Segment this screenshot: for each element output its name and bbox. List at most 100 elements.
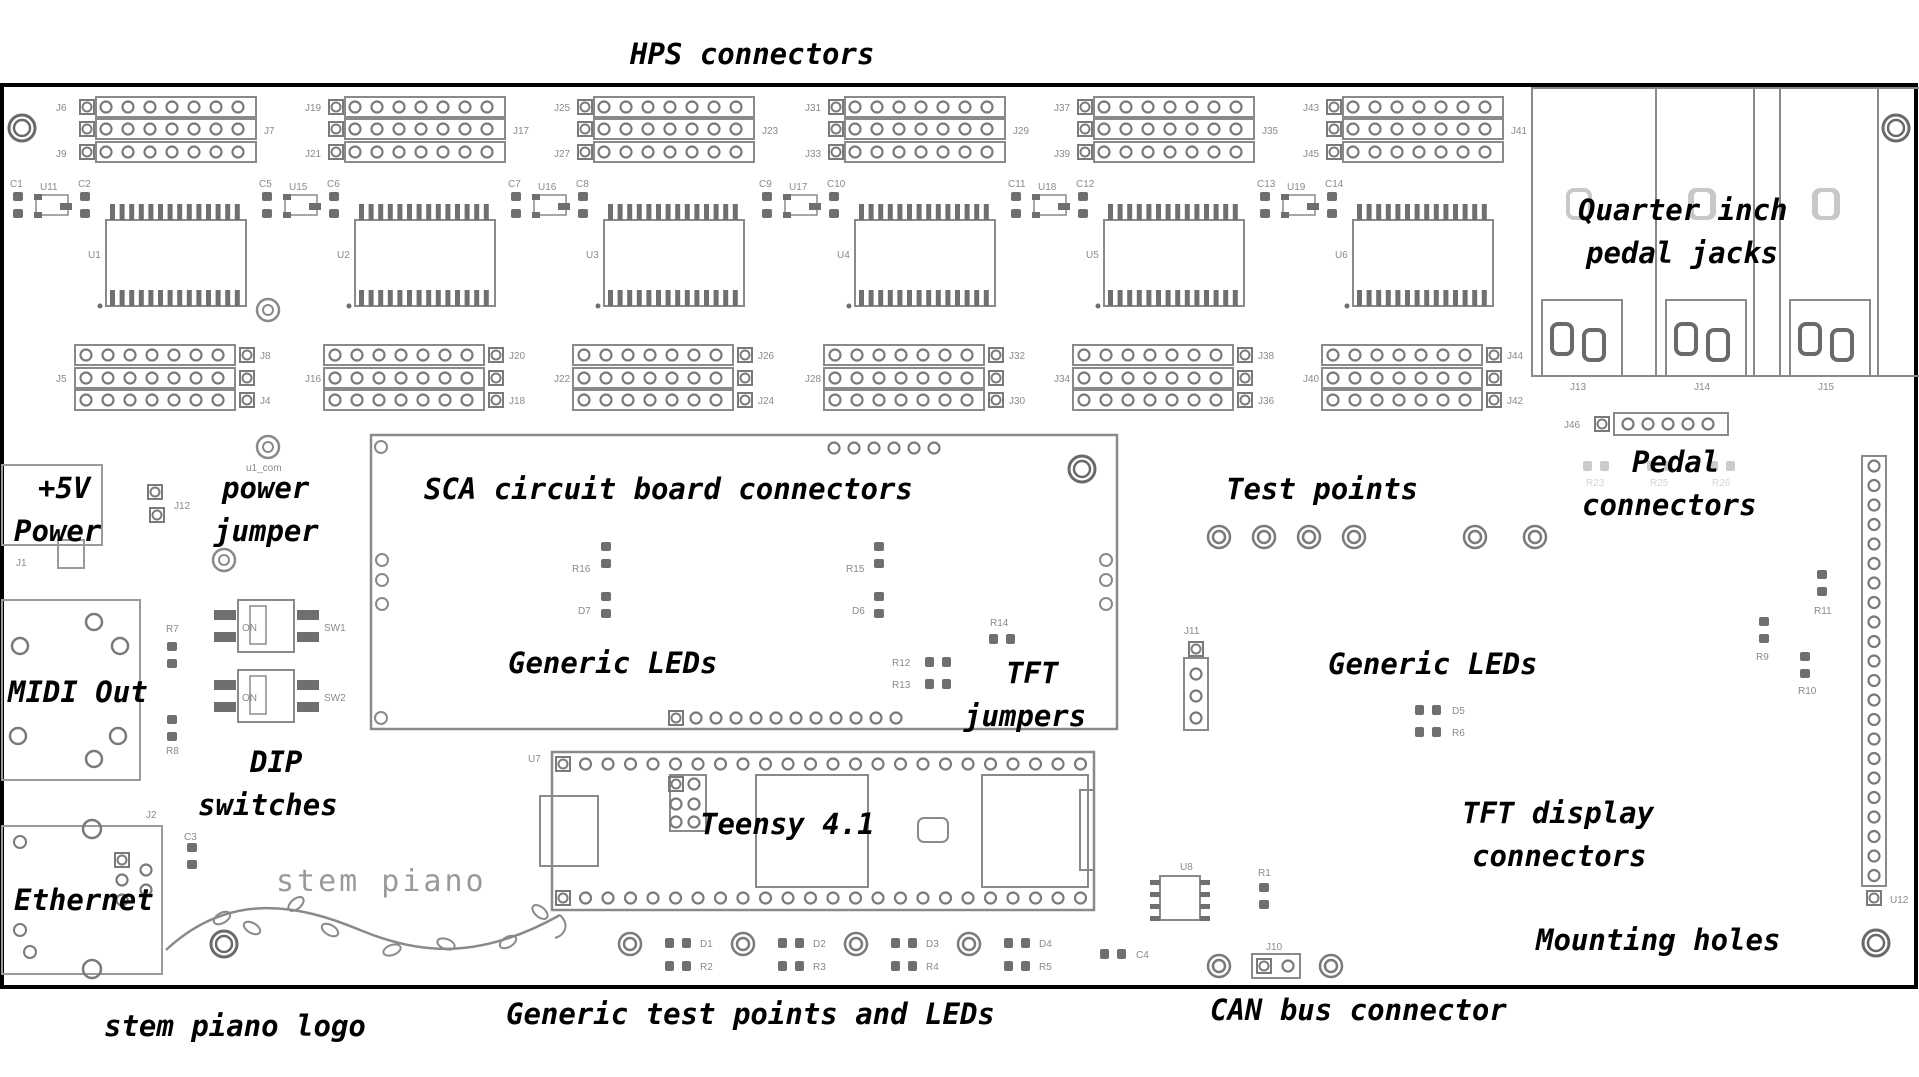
pad bbox=[394, 348, 408, 362]
capacitor-ref: C1 bbox=[10, 179, 23, 190]
pad bbox=[729, 145, 743, 159]
teensy-pad bbox=[1073, 757, 1088, 771]
square-pad bbox=[239, 370, 255, 386]
tft-jumper-header: J11 bbox=[1183, 626, 1209, 731]
pad bbox=[414, 145, 428, 159]
pad bbox=[892, 100, 906, 114]
teensy-pad bbox=[1073, 891, 1088, 905]
pad bbox=[1478, 100, 1492, 114]
pad bbox=[685, 122, 699, 136]
pad bbox=[370, 100, 384, 114]
header-ref-bottom: J33 bbox=[805, 149, 822, 160]
j46-ref: J46 bbox=[1564, 420, 1581, 431]
pad bbox=[1187, 371, 1201, 385]
pad bbox=[167, 348, 181, 362]
header-ref-left: J6 bbox=[56, 103, 67, 114]
pad bbox=[145, 348, 159, 362]
tft-pad bbox=[1867, 829, 1881, 844]
j1-ref: J1 bbox=[16, 558, 27, 569]
pad bbox=[1143, 348, 1157, 362]
tft-pad bbox=[1867, 517, 1881, 532]
capacitor-ref: C2 bbox=[78, 179, 91, 190]
pad bbox=[101, 371, 115, 385]
hps-connectors-label: HPS connectors bbox=[629, 37, 874, 71]
pad bbox=[1414, 371, 1428, 385]
square-pad bbox=[1486, 347, 1502, 363]
pad bbox=[709, 348, 723, 362]
pad bbox=[121, 145, 135, 159]
pad bbox=[372, 348, 386, 362]
tft-pad bbox=[1867, 810, 1881, 824]
power-jack: J1 bbox=[1, 464, 103, 569]
pad bbox=[619, 100, 633, 114]
tft-display-label-1: TFT display bbox=[1462, 796, 1655, 830]
sca-square-pad bbox=[668, 710, 684, 726]
pad bbox=[460, 371, 474, 385]
pad bbox=[892, 122, 906, 136]
pad bbox=[1390, 100, 1404, 114]
header-ref-right: J17 bbox=[513, 126, 530, 137]
chip-ref: U5 bbox=[1086, 250, 1099, 261]
r6-ref: R6 bbox=[1452, 728, 1465, 739]
pad bbox=[641, 145, 655, 159]
teensy-pad bbox=[713, 757, 728, 771]
pad bbox=[1099, 393, 1113, 407]
bottom-hps-header: J8 J5 J4 bbox=[56, 344, 271, 411]
u8-ref: U8 bbox=[1180, 862, 1193, 873]
logo-text: stem piano bbox=[276, 864, 487, 899]
square-pad bbox=[737, 370, 753, 386]
tft-pad bbox=[1867, 537, 1881, 551]
pad bbox=[1187, 393, 1201, 407]
square-pad bbox=[239, 392, 255, 408]
regulator-group: C1 U11 C2 C5 U15 C6 C7 U16 C8 C9 U17 C10 C11 U18 C12 C1… bbox=[10, 179, 1344, 218]
pad bbox=[1456, 145, 1470, 159]
teensy-pad bbox=[1051, 891, 1065, 905]
capacitor bbox=[1078, 192, 1088, 218]
capacitor-ref: C14 bbox=[1325, 179, 1344, 190]
midi-out-label: MIDI Out bbox=[7, 675, 148, 709]
teensy-pad bbox=[938, 757, 953, 771]
r25-ref: R25 bbox=[1650, 478, 1669, 489]
capacitor-ref: C9 bbox=[759, 179, 772, 190]
pad bbox=[101, 348, 115, 362]
pad bbox=[1121, 348, 1135, 362]
ic-chip: U4 bbox=[837, 204, 996, 309]
header-ref-left: J40 bbox=[1303, 374, 1320, 385]
teensy-pad bbox=[871, 891, 885, 905]
header-ref-left: J37 bbox=[1054, 103, 1071, 114]
tft-pad bbox=[1867, 732, 1881, 746]
pad bbox=[850, 371, 864, 385]
square-pad bbox=[1237, 347, 1253, 363]
pad bbox=[936, 145, 950, 159]
pad bbox=[1187, 348, 1201, 362]
pad bbox=[416, 371, 430, 385]
square-pad bbox=[828, 121, 844, 137]
pad bbox=[936, 100, 950, 114]
can-bus-connector: J10 bbox=[1206, 942, 1344, 979]
pad bbox=[729, 100, 743, 114]
pad bbox=[123, 371, 137, 385]
pad bbox=[480, 122, 494, 136]
teensy-pad bbox=[758, 891, 773, 905]
resistor-ref: R2 bbox=[700, 962, 713, 973]
r16-ref: R16 bbox=[572, 564, 591, 575]
teensy-pad bbox=[826, 891, 840, 905]
led-ref: D4 bbox=[1039, 939, 1052, 950]
sca-pad bbox=[867, 441, 881, 455]
square-pad bbox=[577, 99, 593, 115]
top-hps-header: J19 J21 J17 bbox=[305, 96, 530, 163]
pad bbox=[209, 100, 223, 114]
pad bbox=[619, 122, 633, 136]
regulator: C13 U19 C14 bbox=[1257, 179, 1344, 218]
header-ref-top: J8 bbox=[260, 351, 271, 362]
capacitor-ref: C6 bbox=[327, 179, 340, 190]
teensy-pad bbox=[668, 757, 683, 771]
pad bbox=[687, 348, 701, 362]
pad bbox=[1141, 122, 1155, 136]
tft-pad bbox=[1867, 790, 1881, 805]
teensy-label: Teensy 4.1 bbox=[700, 807, 875, 841]
pad bbox=[392, 145, 406, 159]
header-ref-bottom: J45 bbox=[1303, 149, 1320, 160]
pad bbox=[231, 145, 245, 159]
